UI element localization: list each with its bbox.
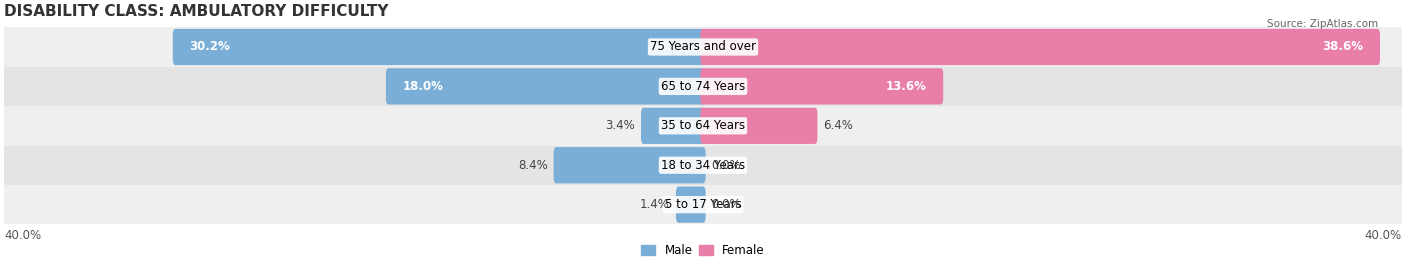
FancyBboxPatch shape xyxy=(700,108,817,144)
Text: 18 to 34 Years: 18 to 34 Years xyxy=(661,159,745,172)
Text: 30.2%: 30.2% xyxy=(190,40,231,54)
Text: 0.0%: 0.0% xyxy=(711,198,741,211)
FancyBboxPatch shape xyxy=(700,29,1381,65)
Bar xyxy=(4,27,1402,67)
Text: 40.0%: 40.0% xyxy=(1365,229,1402,242)
FancyBboxPatch shape xyxy=(700,68,943,105)
Text: 65 to 74 Years: 65 to 74 Years xyxy=(661,80,745,93)
Text: 75 Years and over: 75 Years and over xyxy=(650,40,756,54)
Text: 35 to 64 Years: 35 to 64 Years xyxy=(661,119,745,132)
Bar xyxy=(4,106,1402,146)
Text: 18.0%: 18.0% xyxy=(402,80,443,93)
Text: DISABILITY CLASS: AMBULATORY DIFFICULTY: DISABILITY CLASS: AMBULATORY DIFFICULTY xyxy=(4,4,388,19)
Bar xyxy=(4,67,1402,106)
Text: 40.0%: 40.0% xyxy=(4,229,41,242)
Text: 8.4%: 8.4% xyxy=(517,159,547,172)
Text: 13.6%: 13.6% xyxy=(886,80,927,93)
Bar xyxy=(4,146,1402,185)
Text: 0.0%: 0.0% xyxy=(711,159,741,172)
FancyBboxPatch shape xyxy=(676,187,706,223)
FancyBboxPatch shape xyxy=(641,108,706,144)
Text: 3.4%: 3.4% xyxy=(605,119,636,132)
Bar xyxy=(4,185,1402,224)
Legend: Male, Female: Male, Female xyxy=(637,239,769,262)
Text: 6.4%: 6.4% xyxy=(824,119,853,132)
Text: 1.4%: 1.4% xyxy=(640,198,669,211)
FancyBboxPatch shape xyxy=(385,68,706,105)
Text: 5 to 17 Years: 5 to 17 Years xyxy=(665,198,741,211)
Text: Source: ZipAtlas.com: Source: ZipAtlas.com xyxy=(1267,19,1378,29)
Text: 38.6%: 38.6% xyxy=(1323,40,1364,54)
FancyBboxPatch shape xyxy=(173,29,706,65)
FancyBboxPatch shape xyxy=(554,147,706,183)
